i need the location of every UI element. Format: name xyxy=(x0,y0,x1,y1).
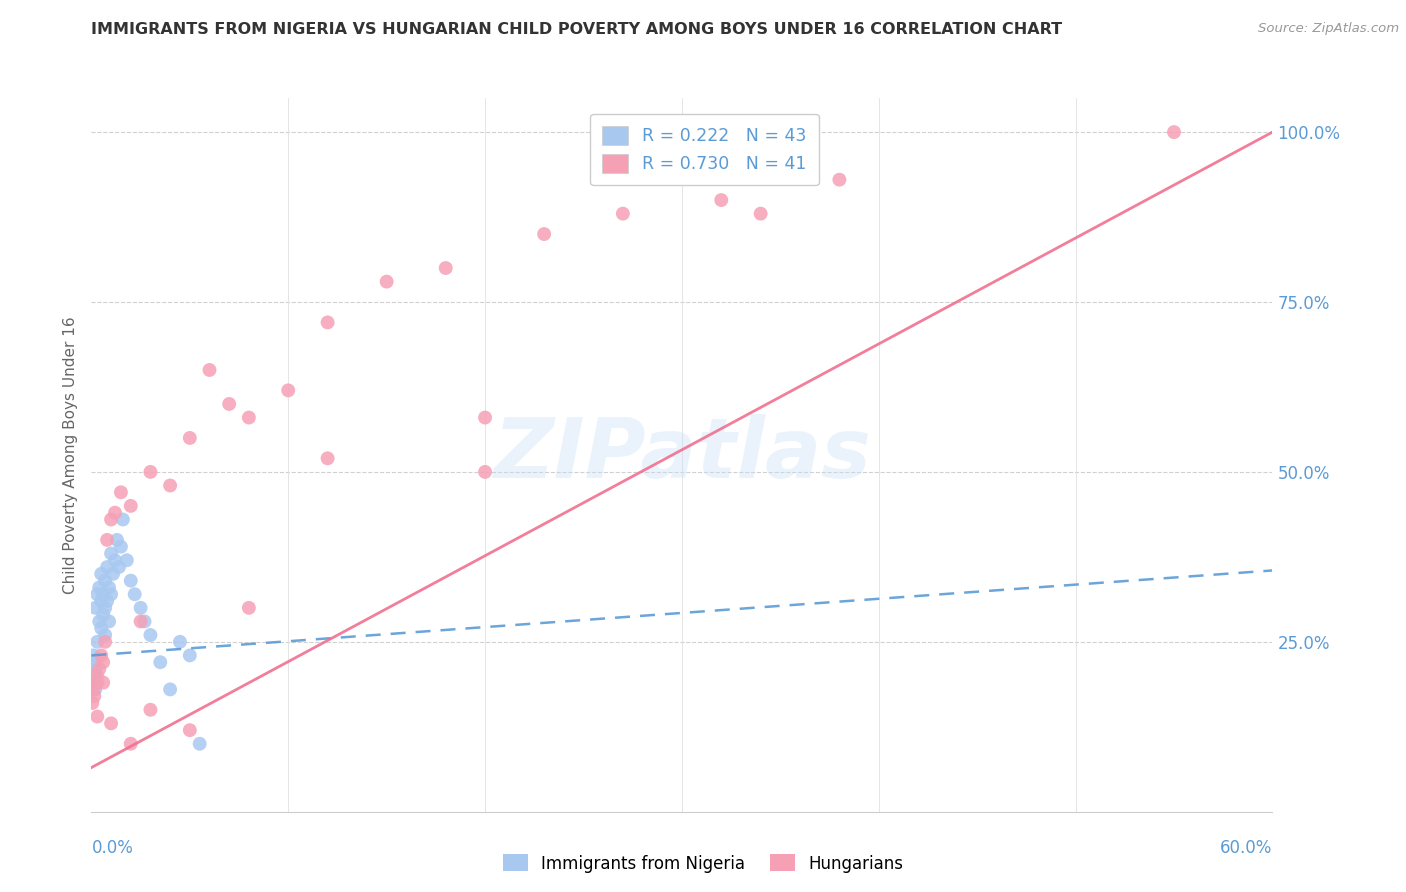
Point xyxy=(100,716,122,731)
Point xyxy=(91,607,114,622)
Point xyxy=(749,207,772,221)
Point xyxy=(82,675,104,690)
Point xyxy=(179,648,201,663)
Point xyxy=(100,546,122,560)
Legend: R = 0.222   N = 43, R = 0.730   N = 41: R = 0.222 N = 43, R = 0.730 N = 41 xyxy=(591,114,818,186)
Point xyxy=(120,574,142,588)
Point xyxy=(115,553,138,567)
Point xyxy=(104,553,127,567)
Point xyxy=(90,594,112,608)
Point xyxy=(89,615,111,629)
Point xyxy=(100,512,122,526)
Point xyxy=(94,635,117,649)
Point xyxy=(124,587,146,601)
Text: Source: ZipAtlas.com: Source: ZipAtlas.com xyxy=(1258,22,1399,36)
Legend: Immigrants from Nigeria, Hungarians: Immigrants from Nigeria, Hungarians xyxy=(496,847,910,880)
Point xyxy=(84,669,107,683)
Point xyxy=(82,696,104,710)
Point xyxy=(120,737,142,751)
Point xyxy=(96,594,118,608)
Point xyxy=(238,600,260,615)
Point xyxy=(149,655,172,669)
Point xyxy=(86,587,108,601)
Point xyxy=(94,600,117,615)
Text: 60.0%: 60.0% xyxy=(1220,838,1272,857)
Point xyxy=(134,615,156,629)
Point xyxy=(83,689,105,703)
Point xyxy=(316,451,339,466)
Point xyxy=(188,737,211,751)
Point xyxy=(179,431,201,445)
Text: IMMIGRANTS FROM NIGERIA VS HUNGARIAN CHILD POVERTY AMONG BOYS UNDER 16 CORRELATI: IMMIGRANTS FROM NIGERIA VS HUNGARIAN CHI… xyxy=(91,22,1063,37)
Point xyxy=(101,566,124,581)
Point xyxy=(120,499,142,513)
Point xyxy=(110,485,132,500)
Point xyxy=(104,506,127,520)
Point xyxy=(91,587,114,601)
Point xyxy=(100,587,122,601)
Point xyxy=(375,275,398,289)
Point xyxy=(84,600,107,615)
Point xyxy=(82,669,104,683)
Point xyxy=(179,723,201,738)
Point xyxy=(828,172,851,186)
Point xyxy=(86,635,108,649)
Point xyxy=(710,193,733,207)
Point xyxy=(94,628,117,642)
Y-axis label: Child Poverty Among Boys Under 16: Child Poverty Among Boys Under 16 xyxy=(63,316,79,594)
Point xyxy=(612,207,634,221)
Point xyxy=(84,662,107,676)
Point xyxy=(218,397,240,411)
Point xyxy=(96,560,118,574)
Point xyxy=(198,363,221,377)
Point xyxy=(108,560,131,574)
Point xyxy=(84,682,107,697)
Point xyxy=(98,581,121,595)
Point xyxy=(434,260,457,275)
Text: 0.0%: 0.0% xyxy=(91,838,134,857)
Point xyxy=(82,682,104,697)
Point xyxy=(105,533,128,547)
Point xyxy=(90,566,112,581)
Point xyxy=(139,703,162,717)
Point xyxy=(86,675,108,690)
Point xyxy=(129,615,152,629)
Point xyxy=(89,662,111,676)
Point xyxy=(474,410,496,425)
Point xyxy=(83,655,105,669)
Point xyxy=(169,635,191,649)
Point xyxy=(111,512,134,526)
Point xyxy=(110,540,132,554)
Point xyxy=(98,615,121,629)
Point xyxy=(91,655,114,669)
Point xyxy=(86,709,108,723)
Point xyxy=(86,669,108,683)
Point xyxy=(238,410,260,425)
Point xyxy=(139,465,162,479)
Point xyxy=(474,465,496,479)
Point xyxy=(1163,125,1185,139)
Point xyxy=(139,628,162,642)
Point xyxy=(533,227,555,241)
Point xyxy=(90,621,112,635)
Point xyxy=(96,533,118,547)
Point xyxy=(159,682,181,697)
Point xyxy=(159,478,181,492)
Point xyxy=(94,574,117,588)
Text: ZIPatlas: ZIPatlas xyxy=(494,415,870,495)
Point xyxy=(82,648,104,663)
Point xyxy=(90,648,112,663)
Point xyxy=(91,675,114,690)
Point xyxy=(316,315,339,329)
Point xyxy=(89,581,111,595)
Point xyxy=(129,600,152,615)
Point xyxy=(277,384,299,398)
